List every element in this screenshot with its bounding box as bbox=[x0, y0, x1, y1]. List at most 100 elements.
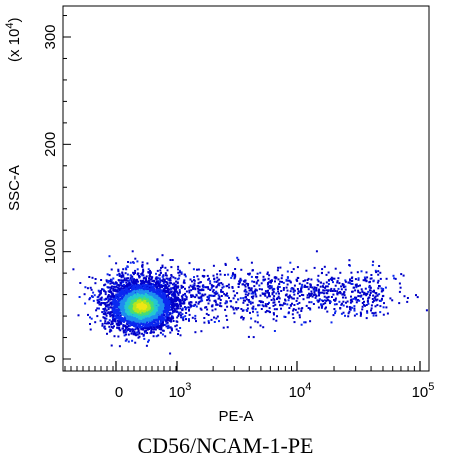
data-point bbox=[324, 286, 327, 289]
data-point bbox=[216, 292, 219, 295]
data-point bbox=[216, 315, 219, 318]
data-point bbox=[117, 303, 120, 306]
data-point bbox=[151, 286, 154, 289]
data-point bbox=[242, 297, 245, 300]
data-point bbox=[151, 315, 153, 318]
data-point bbox=[319, 291, 322, 294]
data-point bbox=[175, 299, 178, 302]
data-point bbox=[142, 289, 145, 292]
data-point bbox=[293, 289, 296, 292]
data-point bbox=[306, 285, 309, 288]
data-point bbox=[383, 302, 385, 305]
data-point bbox=[197, 278, 200, 281]
data-point bbox=[98, 290, 101, 293]
data-point bbox=[172, 276, 175, 279]
data-point bbox=[338, 300, 341, 303]
data-point bbox=[363, 291, 366, 294]
data-point bbox=[292, 268, 295, 271]
data-point bbox=[118, 328, 121, 331]
data-point bbox=[129, 320, 132, 323]
data-point bbox=[178, 274, 181, 277]
data-point bbox=[158, 296, 161, 299]
data-point bbox=[303, 321, 306, 324]
data-point bbox=[99, 303, 102, 306]
data-point bbox=[227, 273, 230, 276]
data-point bbox=[127, 295, 130, 298]
data-point bbox=[141, 328, 144, 331]
data-point bbox=[166, 291, 169, 294]
data-point bbox=[334, 299, 337, 302]
data-point bbox=[150, 326, 153, 329]
data-point bbox=[133, 287, 135, 289]
data-point bbox=[194, 303, 197, 306]
data-point bbox=[248, 272, 251, 275]
data-point bbox=[175, 288, 178, 291]
data-point bbox=[359, 291, 362, 294]
data-point bbox=[320, 303, 322, 306]
data-point bbox=[262, 301, 264, 304]
data-point bbox=[143, 282, 146, 285]
data-point bbox=[162, 290, 165, 293]
data-point bbox=[220, 289, 223, 291]
data-point bbox=[298, 282, 301, 285]
data-point bbox=[369, 280, 371, 283]
data-point bbox=[144, 307, 147, 310]
data-point bbox=[371, 264, 374, 267]
data-point bbox=[290, 271, 293, 273]
data-point bbox=[138, 321, 141, 324]
data-point bbox=[202, 294, 205, 297]
data-point bbox=[131, 277, 134, 280]
data-point bbox=[121, 311, 123, 314]
data-point bbox=[350, 295, 352, 298]
data-point bbox=[173, 291, 175, 294]
data-point bbox=[171, 259, 174, 261]
data-point bbox=[157, 311, 160, 314]
data-point bbox=[267, 303, 269, 305]
data-point bbox=[129, 330, 132, 333]
data-point bbox=[339, 307, 342, 310]
data-point bbox=[188, 301, 191, 304]
data-point bbox=[110, 298, 113, 301]
data-point bbox=[278, 286, 281, 288]
data-point bbox=[364, 304, 366, 307]
data-point bbox=[114, 309, 116, 312]
data-point bbox=[187, 306, 190, 309]
data-point bbox=[323, 265, 326, 268]
data-point bbox=[157, 280, 160, 283]
data-point bbox=[188, 319, 190, 322]
data-point bbox=[201, 285, 204, 288]
data-point bbox=[122, 274, 125, 277]
data-point bbox=[193, 276, 195, 279]
data-point bbox=[223, 292, 226, 295]
data-point bbox=[104, 307, 107, 310]
data-point bbox=[316, 299, 319, 302]
data-point bbox=[116, 286, 119, 289]
data-point bbox=[297, 292, 299, 295]
data-point bbox=[155, 278, 158, 280]
data-point bbox=[213, 291, 216, 294]
data-point bbox=[277, 278, 280, 281]
data-point bbox=[130, 332, 133, 335]
data-point bbox=[286, 283, 289, 286]
data-point bbox=[361, 302, 364, 304]
data-point bbox=[300, 310, 303, 312]
data-point bbox=[147, 323, 150, 326]
data-point bbox=[115, 322, 118, 325]
data-point bbox=[188, 262, 191, 265]
data-point bbox=[144, 287, 147, 290]
data-point bbox=[319, 285, 322, 288]
data-point bbox=[327, 271, 330, 274]
data-point bbox=[105, 322, 108, 325]
data-point bbox=[150, 287, 153, 290]
data-point bbox=[133, 323, 136, 326]
data-point bbox=[122, 310, 125, 313]
data-point bbox=[155, 290, 158, 293]
data-point bbox=[110, 287, 113, 290]
data-point bbox=[332, 293, 335, 296]
data-point bbox=[357, 277, 360, 280]
data-point bbox=[191, 280, 193, 283]
data-point bbox=[165, 299, 168, 301]
data-point bbox=[264, 290, 267, 293]
data-point bbox=[362, 279, 365, 282]
data-point bbox=[246, 304, 249, 306]
